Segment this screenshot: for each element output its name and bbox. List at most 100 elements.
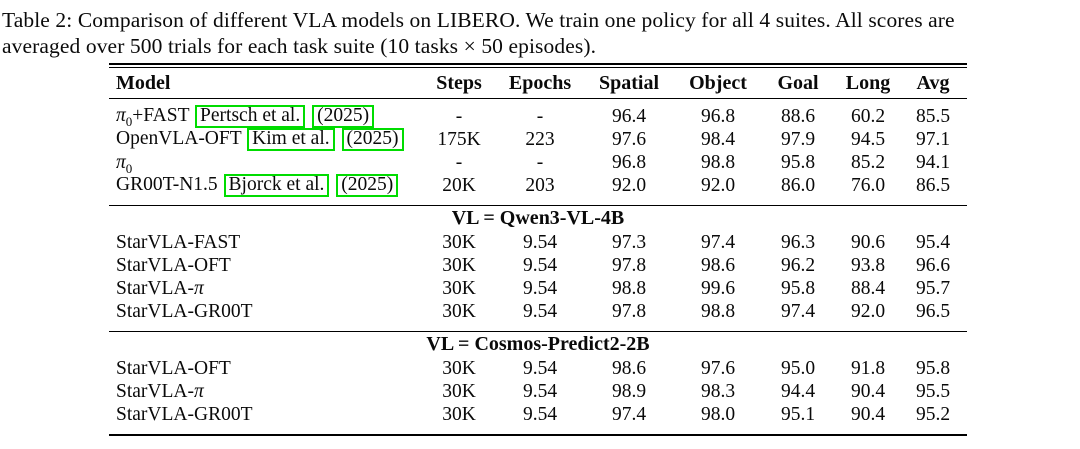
model-name: OpenVLA-OFT Kim et al. (2025) bbox=[109, 128, 419, 151]
score-cell: 30K bbox=[442, 380, 476, 402]
score-cell: 95.7 bbox=[915, 277, 951, 299]
citation-link[interactable]: Pertsch et al. bbox=[195, 105, 306, 128]
score-cell: 92.0 bbox=[611, 174, 647, 196]
score-cell: 9.54 bbox=[522, 254, 558, 276]
model-name-text: StarVLA-GR00T bbox=[116, 300, 253, 322]
table-row: StarVLA-π 30K 9.54 98.9 98.3 94.4 90.4 95.5 bbox=[109, 380, 967, 403]
score-cell: 96.8 bbox=[700, 105, 736, 127]
score-cell: - bbox=[536, 151, 544, 173]
model-name-text: StarVLA-GR00T bbox=[116, 403, 253, 425]
table-row: StarVLA-OFT 30K 9.54 98.6 97.6 95.0 91.8 95.8 bbox=[109, 357, 967, 380]
score-cell: 9.54 bbox=[522, 277, 558, 299]
score-cell: 98.9 bbox=[611, 380, 647, 402]
citation-link[interactable]: Bjorck et al. bbox=[223, 174, 330, 197]
score-cell: 9.54 bbox=[522, 403, 558, 425]
score-cell: 97.6 bbox=[700, 357, 736, 379]
column-header-goal: Goal bbox=[777, 71, 819, 94]
table-section: VL = Qwen3-VL-4B StarVLA-FAST 30K 9.54 97.3 9… bbox=[109, 205, 967, 332]
score-cell: 9.54 bbox=[522, 380, 558, 402]
model-name-text: StarVLA-FAST bbox=[116, 231, 241, 253]
score-cell: 95.0 bbox=[780, 357, 816, 379]
score-cell: 97.8 bbox=[611, 254, 647, 276]
score-cell: 95.5 bbox=[915, 380, 951, 402]
score-cell: 95.8 bbox=[915, 357, 951, 379]
score-cell: 95.4 bbox=[915, 231, 951, 253]
score-cell: 30K bbox=[442, 300, 476, 322]
score-cell: 96.6 bbox=[915, 254, 951, 276]
table-row: GR00T-N1.5 Bjorck et al. (2025) 20K 203 92.… bbox=[109, 174, 967, 206]
score-cell: 30K bbox=[442, 231, 476, 253]
table-row: StarVLA-GR00T 30K 9.54 97.8 98.8 97.4 92.0 96.5 bbox=[109, 300, 967, 332]
model-name-text: StarVLA- bbox=[116, 380, 194, 402]
score-cell: 96.3 bbox=[780, 231, 816, 253]
model-name-text: StarVLA-OFT bbox=[116, 254, 231, 276]
model-name-text: +FAST bbox=[132, 105, 195, 126]
subscript-text: 0 bbox=[125, 160, 133, 176]
score-cell: 94.1 bbox=[915, 151, 951, 173]
score-cell: 96.5 bbox=[915, 300, 951, 322]
score-cell: 86.5 bbox=[915, 174, 951, 196]
score-cell: 96.4 bbox=[611, 105, 647, 127]
subscript-text: 0 bbox=[125, 113, 133, 129]
score-cell: 90.4 bbox=[850, 403, 886, 425]
score-cell: 97.8 bbox=[611, 300, 647, 322]
table-section: VL = Cosmos-Predict2-2B StarVLA-OFT 30K 9.5… bbox=[109, 331, 967, 435]
score-cell: 98.4 bbox=[700, 128, 736, 150]
table-section: π0+FAST Pertsch et al. (2025) - -96.4 96.8 8… bbox=[109, 99, 967, 206]
table-row: π0 - - 96.8 98.8 95.8 85.2 94.1 bbox=[109, 151, 967, 176]
score-cell: - bbox=[455, 151, 463, 173]
score-cell: 98.6 bbox=[700, 254, 736, 276]
score-cell: 95.2 bbox=[915, 403, 951, 425]
score-cell: 96.8 bbox=[611, 151, 647, 173]
score-cell: 86.0 bbox=[780, 174, 816, 196]
model-name-text: OpenVLA-OFT bbox=[116, 128, 247, 149]
score-cell: 97.4 bbox=[611, 403, 647, 425]
score-cell: 97.6 bbox=[611, 128, 647, 150]
model-name: π0 bbox=[109, 151, 419, 176]
score-cell: 76.0 bbox=[850, 174, 886, 196]
score-cell: 30K bbox=[442, 277, 476, 299]
table-row: StarVLA-π 30K 9.54 98.8 99.6 95.8 88.4 95.7 bbox=[109, 277, 967, 300]
section-header: VL = Qwen3-VL-4B bbox=[451, 207, 625, 229]
score-cell: 97.9 bbox=[780, 128, 816, 150]
column-header-spatial: Spatial bbox=[598, 71, 660, 94]
model-name: StarVLA-OFT bbox=[109, 357, 419, 380]
score-cell: 94.4 bbox=[780, 380, 816, 402]
score-cell: 20K bbox=[442, 174, 476, 196]
model-name-text bbox=[330, 174, 335, 195]
score-cell: 30K bbox=[442, 254, 476, 276]
table-row: StarVLA-GR00T 30K 9.54 97.4 98.0 95.1 90.4 95.2 bbox=[109, 403, 967, 434]
score-cell: 97.4 bbox=[780, 300, 816, 322]
score-cell: - bbox=[536, 105, 544, 127]
citation-link[interactable]: Kim et al. bbox=[247, 128, 335, 151]
results-table: Model Steps Epochs Spatial Object Goal L… bbox=[109, 68, 967, 434]
model-name: StarVLA-π bbox=[109, 277, 419, 300]
score-cell: 98.6 bbox=[611, 357, 647, 379]
caption-line-2: averaged over 500 trials for each task s… bbox=[2, 34, 597, 58]
score-cell: 203 bbox=[525, 174, 555, 196]
column-header-long: Long bbox=[845, 71, 891, 94]
score-cell: 97.3 bbox=[611, 231, 647, 253]
score-cell: 30K bbox=[442, 403, 476, 425]
score-cell: 85.2 bbox=[850, 151, 886, 173]
citation-link[interactable]: (2025) bbox=[341, 128, 404, 151]
score-cell: 9.54 bbox=[522, 231, 558, 253]
column-header-model: Model bbox=[116, 71, 171, 94]
score-cell: 96.2 bbox=[780, 254, 816, 276]
section-header-row: VL = Cosmos-Predict2-2B bbox=[109, 332, 967, 358]
score-cell: 92.0 bbox=[700, 174, 736, 196]
score-cell: 97.1 bbox=[915, 128, 951, 150]
table-row: π0+FAST Pertsch et al. (2025) - - 96.4 96.8 8… bbox=[109, 99, 967, 129]
column-header-avg: Avg bbox=[916, 71, 950, 94]
table-row: OpenVLA-OFT Kim et al. (2025) 175K 223 97.6… bbox=[109, 128, 967, 151]
score-cell: 90.4 bbox=[850, 380, 886, 402]
score-cell: 93.8 bbox=[850, 254, 886, 276]
model-name: StarVLA-π bbox=[109, 380, 419, 403]
math-symbol: π bbox=[116, 105, 126, 126]
results-table-container: Model Steps Epochs Spatial Object Goal L… bbox=[109, 63, 967, 436]
citation-link[interactable]: (2025) bbox=[336, 174, 399, 197]
score-cell: 90.6 bbox=[850, 231, 886, 253]
citation-link[interactable]: (2025) bbox=[312, 105, 375, 128]
model-name-text: StarVLA- bbox=[116, 277, 194, 299]
score-cell: 98.8 bbox=[700, 300, 736, 322]
